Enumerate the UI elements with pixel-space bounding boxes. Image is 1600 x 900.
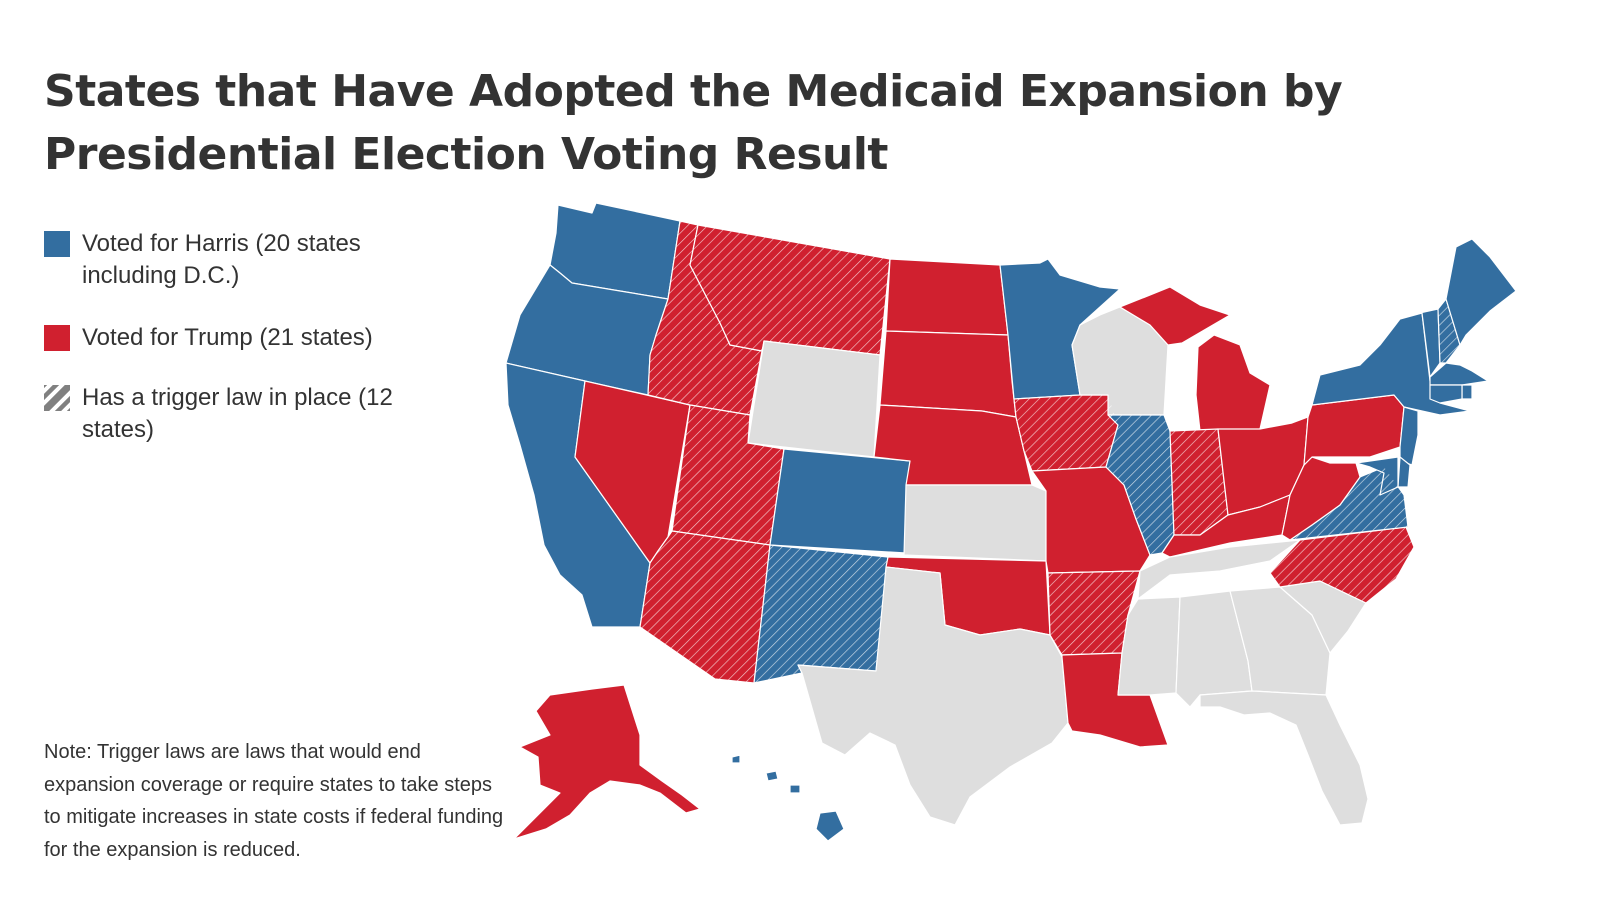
- legend: Voted for Harris (20 states including D.…: [44, 228, 454, 476]
- us-map: [505, 202, 1517, 842]
- legend-label-harris: Voted for Harris (20 states including D.…: [82, 230, 361, 289]
- state-pennsylvania: [1303, 394, 1405, 466]
- state-rhode-island: [1461, 384, 1473, 400]
- trigger-hatch-state-north-carolina: [1270, 527, 1414, 603]
- trigger-hatch-state-virginia: [1290, 467, 1408, 540]
- state-minnesota: [999, 258, 1121, 400]
- legend-item-trigger: Has a trigger law in place (12 states): [44, 382, 454, 446]
- trigger-hatch-state-montana: [690, 225, 890, 355]
- state-vermont: [1409, 308, 1441, 378]
- trigger-hatch-state-arizona: [640, 531, 770, 683]
- state-massachusetts: [1429, 362, 1489, 386]
- state-north-dakota: [885, 258, 1009, 336]
- state-colorado: [769, 448, 911, 554]
- trigger-hatch-state-indiana: [1170, 429, 1228, 535]
- trump-swatch-icon: [44, 325, 70, 351]
- state-tennessee: [1137, 539, 1301, 600]
- legend-item-harris: Voted for Harris (20 states including D.…: [44, 228, 454, 292]
- state-maine: [1445, 238, 1517, 346]
- trigger-hatch-state-new-hampshire: [1438, 299, 1460, 363]
- state-delaware: [1397, 456, 1411, 488]
- state-kansas: [903, 484, 1047, 562]
- state-connecticut: [1429, 384, 1463, 404]
- legend-label-trump: Voted for Trump (21 states): [82, 324, 373, 351]
- trigger-hatch-state-idaho: [648, 221, 762, 415]
- state-new-jersey: [1399, 406, 1419, 466]
- state-south-dakota: [879, 330, 1017, 418]
- trigger-hatch-state-utah: [672, 405, 784, 545]
- trigger-hatch-state-illinois: [1106, 415, 1174, 555]
- state-florida: [1199, 690, 1369, 826]
- state-michigan: [1119, 286, 1271, 432]
- trigger-hatch-state-iowa: [1014, 395, 1118, 471]
- legend-label-trigger: Has a trigger law in place (12 states): [82, 384, 393, 443]
- trigger-hatch-state-arkansas: [1048, 571, 1140, 655]
- state-hawaii: [731, 754, 845, 842]
- legend-item-trump: Voted for Trump (21 states): [44, 322, 454, 354]
- state-wyoming: [747, 340, 881, 458]
- footnote: Note: Trigger laws are laws that would e…: [44, 741, 504, 861]
- harris-swatch-icon: [44, 231, 70, 257]
- trigger-hatch-state-new-mexico: [754, 545, 888, 683]
- state-alaska: [513, 684, 701, 840]
- state-texas: [797, 566, 1069, 826]
- map-title: States that Have Adopted the Medicaid Ex…: [44, 66, 1343, 180]
- trigger-hatch-swatch-icon: [44, 385, 70, 411]
